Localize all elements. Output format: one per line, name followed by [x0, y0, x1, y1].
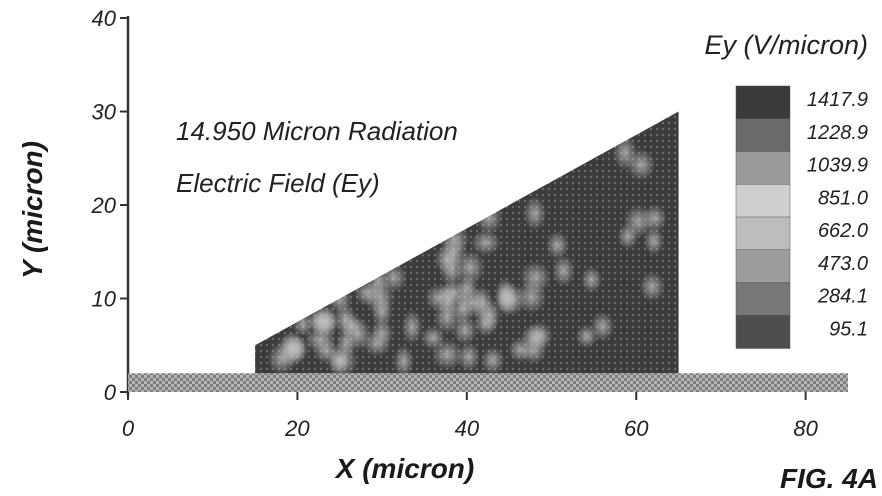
y-ticks: 0 10 20 30 40 — [91, 6, 128, 405]
colorbar-swatch — [735, 151, 791, 185]
colorbar-swatches — [735, 85, 791, 349]
axes: 0 10 20 30 40 0 20 40 60 80 — [91, 6, 819, 441]
field-blob — [642, 204, 667, 233]
substrate-layer — [128, 373, 848, 392]
x-tick-label: 20 — [284, 416, 310, 441]
field-blob — [612, 134, 638, 171]
field-blob — [581, 266, 603, 293]
figure-caption: FIG. 4A — [780, 463, 878, 494]
field-blob — [520, 324, 549, 351]
colorbar-swatch — [735, 315, 791, 349]
colorbar-swatch — [735, 118, 791, 153]
field-blob — [517, 280, 547, 314]
y-tick-label: 0 — [104, 380, 117, 405]
colorbar-level-label: 95.1 — [829, 318, 868, 340]
field-blob — [279, 331, 306, 368]
field-plot — [128, 111, 848, 392]
y-tick-label: 20 — [91, 193, 117, 218]
colorbar-level-label: 662.0 — [818, 220, 868, 242]
colorbar-swatch — [735, 249, 791, 284]
x-tick-label: 40 — [455, 416, 480, 441]
annotation-line-1: 14.950 Micron Radiation — [176, 116, 458, 146]
field-blob — [470, 229, 501, 256]
y-tick-label: 10 — [92, 287, 117, 312]
field-blob — [643, 226, 665, 256]
colorbar-labels: 1417.9 1228.9 1039.9 851.0 662.0 473.0 284.1 95… — [807, 89, 868, 340]
field-blob — [370, 319, 394, 346]
field-blob — [371, 295, 393, 329]
colorbar-swatch — [735, 282, 791, 316]
field-blob — [420, 325, 446, 351]
field-blob — [311, 304, 339, 341]
y-axis-title: Y (micron) — [17, 141, 48, 279]
colorbar: Ey (V/micron) 1417.9 1228.9 1039.9 851.0 662… — [704, 30, 868, 349]
field-blob — [639, 271, 665, 302]
field-blob — [455, 249, 485, 285]
field-blob — [590, 311, 615, 341]
x-ticks: 0 20 40 60 80 — [122, 392, 819, 441]
y-tick-label: 40 — [92, 6, 117, 31]
y-tick-label: 30 — [92, 100, 117, 125]
field-blob — [438, 280, 470, 306]
field-blob — [393, 344, 414, 374]
colorbar-level-label: 1417.9 — [807, 89, 868, 111]
colorbar-level-label: 851.0 — [818, 187, 868, 209]
field-blob — [452, 315, 478, 346]
x-axis-title: X (micron) — [334, 453, 474, 484]
field-blob — [401, 309, 423, 345]
colorbar-level-label: 1039.9 — [807, 155, 868, 177]
colorbar-level-label: 473.0 — [818, 253, 868, 275]
colorbar-swatch — [735, 184, 791, 218]
field-blob — [475, 200, 503, 235]
colorbar-level-label: 1228.9 — [807, 122, 868, 144]
annotation-line-2: Electric Field (Ey) — [176, 168, 380, 198]
field-blob — [379, 263, 408, 292]
x-tick-label: 0 — [122, 416, 135, 441]
field-blob — [523, 196, 547, 231]
field-blob — [480, 346, 505, 374]
colorbar-swatch — [735, 216, 791, 251]
field-blob — [545, 231, 570, 260]
x-tick-label: 60 — [624, 416, 649, 441]
field-blob — [494, 276, 516, 313]
field-blob — [456, 341, 481, 372]
colorbar-level-label: 284.1 — [817, 286, 868, 308]
field-blob — [439, 224, 470, 254]
field-blob — [473, 309, 498, 337]
colorbar-swatch — [735, 85, 791, 120]
field-blobs — [267, 134, 667, 374]
field-blob — [552, 255, 575, 287]
x-tick-label: 80 — [793, 416, 818, 441]
field-blob — [333, 302, 357, 336]
colorbar-title: Ey (V/micron) — [704, 30, 868, 60]
